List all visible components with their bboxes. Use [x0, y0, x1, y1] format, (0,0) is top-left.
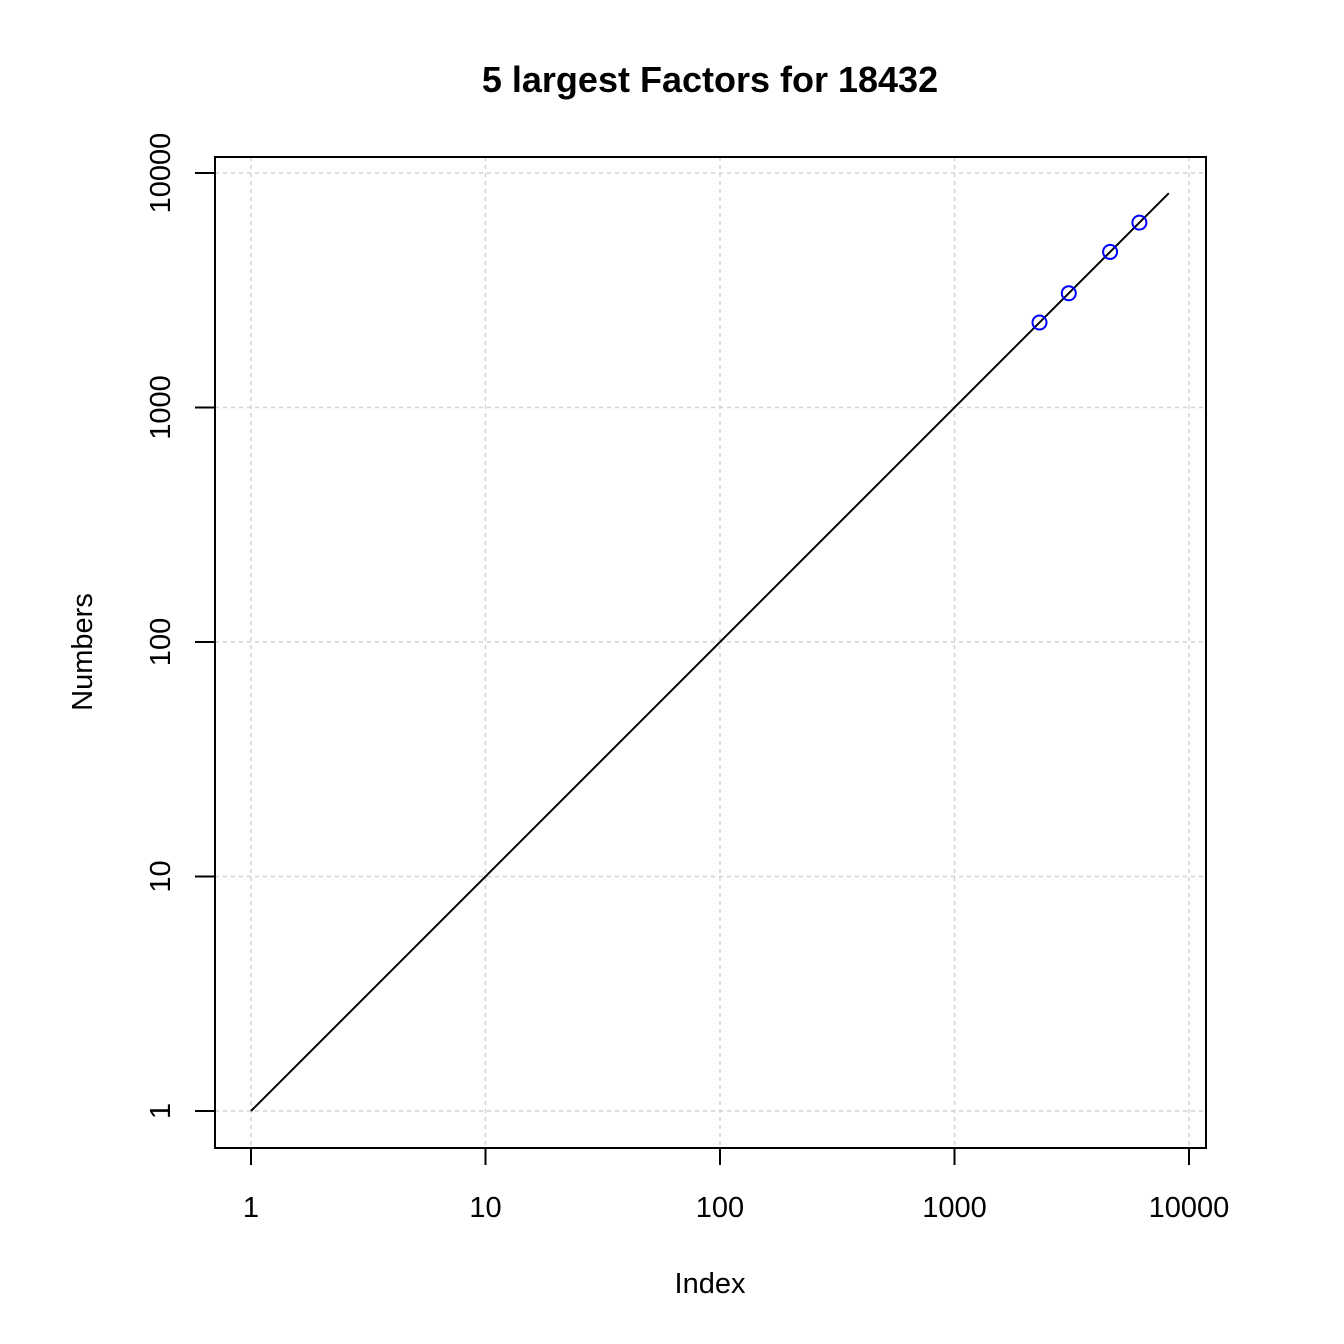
- x-axis-label: Index: [675, 1268, 746, 1300]
- y-tick-label: 100: [145, 618, 177, 666]
- x-axis: 1 10 100 1000 10000: [243, 1147, 1230, 1224]
- data-point: [1031, 314, 1048, 331]
- x-tick-label: 100: [696, 1192, 744, 1224]
- reference-line-layer: [250, 192, 1170, 1112]
- y-tick-label: 1000: [145, 375, 177, 440]
- y-tick-label: 10: [145, 860, 177, 892]
- x-tick-label: 10: [469, 1192, 501, 1224]
- y-axis-label: Numbers: [67, 593, 99, 711]
- y-tick-label: 10000: [145, 133, 177, 214]
- x-tick-label: 1: [243, 1192, 259, 1224]
- data-point: [1060, 285, 1077, 302]
- data-point: [1131, 214, 1148, 231]
- y-tick-label: 1: [145, 1103, 177, 1119]
- x-tick-label: 10000: [1149, 1192, 1230, 1224]
- grid: [215, 157, 1206, 1148]
- reference-line: [250, 192, 1170, 1112]
- data-point: [1102, 243, 1119, 260]
- y-axis: 1 10 100 1000 10000: [145, 133, 215, 1119]
- points-layer: [1031, 214, 1148, 331]
- chart-title: 5 largest Factors for 18432: [482, 59, 938, 100]
- x-tick-label: 1000: [922, 1192, 987, 1224]
